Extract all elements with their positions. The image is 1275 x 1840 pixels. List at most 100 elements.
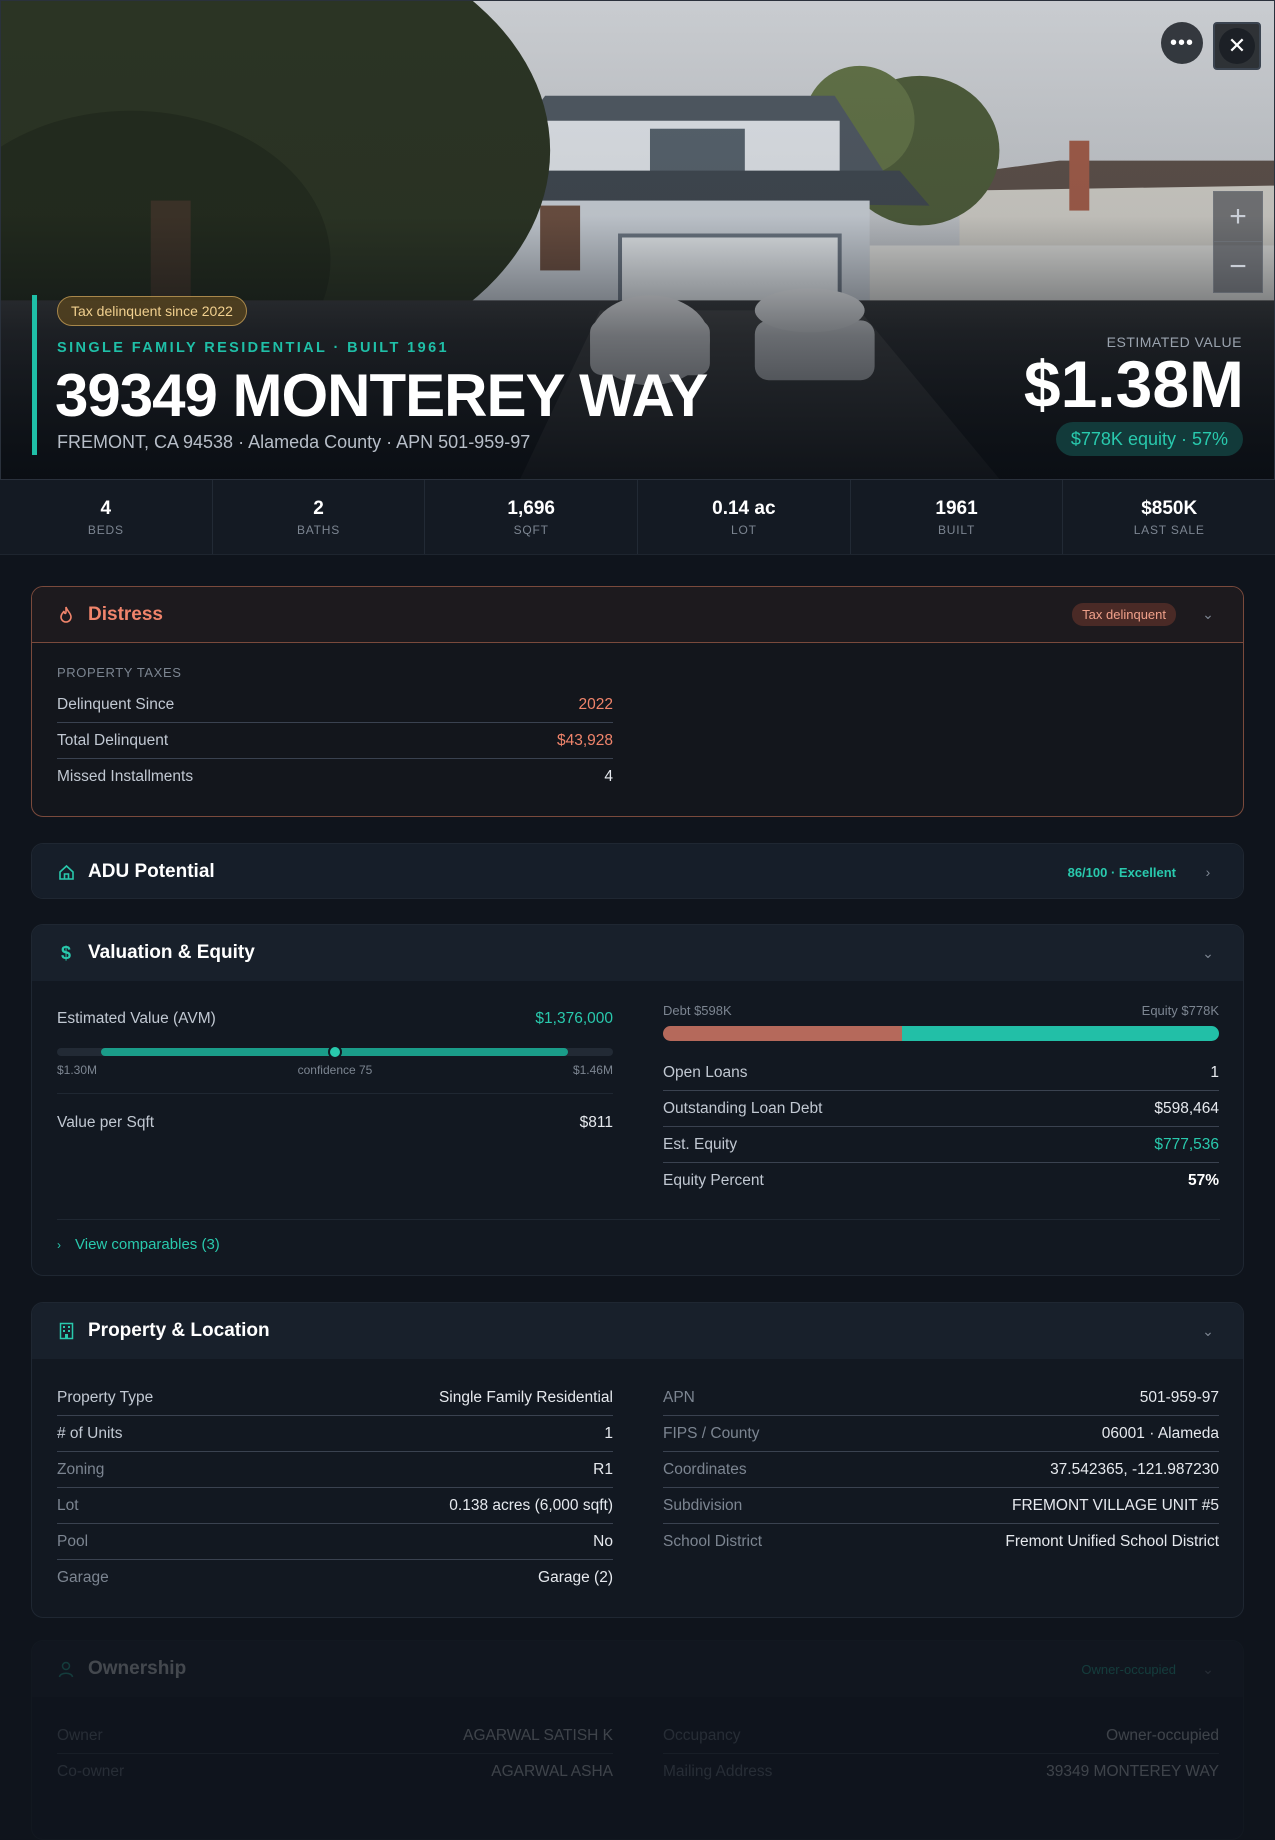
table-row: Estimated Value (AVM) $1,376,000	[57, 1001, 613, 1037]
row-key: Mailing Address	[663, 1763, 773, 1780]
property-title: Property & Location	[88, 1320, 270, 1341]
table-row: Value per Sqft $811	[57, 1105, 613, 1141]
stat-label: BATHS	[296, 522, 341, 537]
distress-header[interactable]: Distress Tax delinquent ⌄	[32, 587, 1243, 643]
chevron-right-icon[interactable]: ›	[1205, 864, 1211, 880]
ownership-right-rows: Occupancy Owner-occupied Mailing Address 3…	[663, 1718, 1219, 1790]
row-key: Coordinates	[663, 1460, 747, 1478]
zoom-out-button[interactable]: −	[1229, 250, 1247, 283]
ownership-title: Ownership	[88, 1658, 187, 1679]
valuation-equity-card: $ Valuation & Equity ⌄ Estimated Value (…	[31, 924, 1244, 1276]
stat-baths: 2 BATHS	[213, 480, 426, 554]
property-right-rows: APN 501-959-97 FIPS / County 06001 · Alame…	[663, 1380, 1219, 1560]
row-key: Pool	[57, 1532, 89, 1550]
table-row: Property Type Single Family Residential	[57, 1380, 613, 1416]
row-value: Single Family Residential	[438, 1388, 613, 1406]
row-key: # of Units	[57, 1424, 123, 1442]
row-value: AGARWAL ASHA	[491, 1763, 613, 1780]
table-row: Outstanding Loan Debt $598,464	[663, 1091, 1219, 1127]
table-row: Garage Garage (2)	[57, 1560, 613, 1596]
tax-rows: Delinquent Since 2022 Total Delinquent $43…	[57, 687, 613, 795]
stat-value: 1,696	[507, 497, 555, 519]
table-row: Zoning R1	[57, 1452, 613, 1488]
property-left-rows: Property Type Single Family Residential #…	[57, 1380, 613, 1596]
stat-value: $850K	[1141, 497, 1198, 519]
row-value: R1	[593, 1460, 613, 1478]
row-value: Owner-occupied	[1106, 1726, 1219, 1744]
hero-gradient-overlay	[1, 1, 1274, 479]
row-key: Occupancy	[663, 1726, 741, 1744]
flame-icon	[57, 606, 75, 624]
row-key: Outstanding Loan Debt	[663, 1099, 823, 1117]
chevron-down-icon[interactable]: ⌄	[1202, 944, 1214, 961]
debt-equity-labels: Debt $598K Equity $778K	[663, 1003, 1219, 1018]
chevron-down-icon[interactable]: ⌄	[1202, 1322, 1214, 1339]
more-options-button[interactable]: •••	[1161, 22, 1203, 64]
row-value: $598,464	[1154, 1099, 1219, 1117]
chevron-right-icon: ›	[57, 1237, 61, 1252]
table-row: Coordinates 37.542365, -121.987230	[663, 1452, 1219, 1488]
owner-occupied-badge: Owner-occupied	[1081, 1661, 1176, 1677]
row-key: Total Delinquent	[57, 731, 169, 749]
stat-sqft: 1,696 SQFT	[425, 480, 639, 554]
row-value: 4	[604, 768, 613, 785]
close-button[interactable]: ✕	[1213, 22, 1261, 70]
table-row: School District Fremont Unified School Di…	[663, 1524, 1219, 1560]
divider	[57, 1219, 1220, 1220]
zoom-controls: + −	[1213, 191, 1263, 293]
row-key: Estimated Value (AVM)	[57, 1010, 216, 1027]
stat-value: 1961	[935, 497, 978, 519]
ownership-header[interactable]: Ownership Owner-occupied ⌄	[32, 1641, 1243, 1697]
ellipsis-icon: •••	[1169, 32, 1194, 54]
row-key: Est. Equity	[663, 1135, 738, 1153]
table-row: Delinquent Since 2022	[57, 687, 613, 723]
row-value: 57%	[1187, 1172, 1219, 1189]
table-row: Subdivision FREMONT VILLAGE UNIT #5	[663, 1488, 1219, 1524]
ownership-left-rows: Owner AGARWAL SATISH K Co-owner AGARWAL AS…	[57, 1718, 613, 1790]
table-row: Missed Installments 4	[57, 759, 613, 795]
table-row: Occupancy Owner-occupied	[663, 1718, 1219, 1754]
adu-potential-card[interactable]: ADU Potential 86/100 · Excellent ›	[31, 843, 1244, 899]
divider	[57, 1093, 613, 1094]
stat-beds: 4 BEDS	[0, 480, 213, 554]
valuation-header[interactable]: $ Valuation & Equity ⌄	[32, 925, 1243, 981]
row-key: Lot	[57, 1496, 79, 1514]
zoom-in-button[interactable]: +	[1214, 192, 1262, 242]
ownership-card: Ownership Owner-occupied ⌄ Owner AGARWAL …	[31, 1640, 1244, 1840]
row-value: $811	[579, 1114, 613, 1131]
building-icon	[57, 1322, 75, 1340]
tax-delinquent-pill: Tax delinquent since 2022	[57, 296, 247, 326]
adu-header[interactable]: ADU Potential 86/100 · Excellent ›	[32, 844, 1243, 898]
view-comparables-link[interactable]: › View comparables (3)	[57, 1236, 220, 1253]
distress-title: Distress	[88, 603, 163, 625]
row-value: 1	[604, 1424, 613, 1442]
table-row: FIPS / County 06001 · Alameda	[663, 1416, 1219, 1452]
loan-rows: Open Loans 1 Outstanding Loan Debt $598,46…	[663, 1055, 1219, 1199]
table-row: Pool No	[57, 1524, 613, 1560]
row-value: Garage (2)	[538, 1569, 613, 1586]
debt-segment	[663, 1026, 903, 1041]
stat-built: 1961 BUILT	[851, 480, 1064, 554]
stat-label: BUILT	[937, 522, 976, 537]
row-value: AGARWAL SATISH K	[463, 1726, 613, 1744]
stat-lot: 0.14 ac LOT	[638, 480, 851, 554]
property-header[interactable]: Property & Location ⌄	[32, 1303, 1243, 1359]
stat-label: BEDS	[87, 522, 124, 537]
chevron-down-icon[interactable]: ⌄	[1202, 606, 1214, 622]
row-key: Owner	[57, 1726, 103, 1744]
row-value: 39349 MONTEREY WAY	[1046, 1763, 1219, 1780]
chevron-down-icon[interactable]: ⌄	[1202, 1660, 1214, 1677]
row-key: Equity Percent	[663, 1172, 764, 1189]
row-key: Co-owner	[57, 1763, 125, 1780]
table-row: Est. Equity $777,536	[663, 1127, 1219, 1163]
equity-segment	[902, 1026, 1219, 1041]
debt-label: Debt $598K	[663, 1003, 732, 1018]
stat-value: 0.14 ac	[712, 497, 776, 519]
row-key: School District	[663, 1533, 763, 1550]
dollar-icon: $	[60, 942, 71, 963]
row-value: No	[593, 1532, 613, 1550]
title-accent-bar	[32, 295, 37, 455]
row-value: 2022	[578, 695, 613, 713]
stat-label: LOT	[730, 522, 757, 537]
adu-score-badge: 86/100 · Excellent	[1067, 864, 1176, 880]
